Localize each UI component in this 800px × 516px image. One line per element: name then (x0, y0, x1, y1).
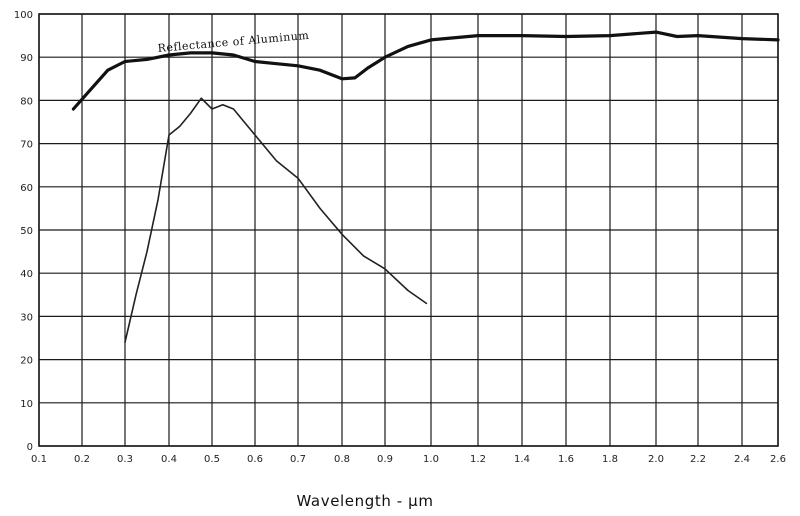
x-tick-label: 0.8 (334, 454, 350, 465)
x-tick-label: 1.6 (558, 454, 574, 465)
y-tick-label: 0 (27, 442, 33, 453)
aluminum-annotation: Reflectance of Aluminum (157, 29, 310, 55)
tick-labels: 0.1 0.2 0.3 0.4 0.5 0.6 0.7 0.8 0.9 1.0 1.2 1.4 1.6 1… (14, 10, 786, 465)
y-tick-label: 10 (20, 399, 33, 410)
aluminum-reflectance-line (71, 30, 780, 111)
y-tick-label: 30 (20, 312, 33, 323)
y-tick-label: 60 (20, 183, 33, 194)
plot-frame (38, 13, 779, 447)
grid (38, 13, 779, 447)
y-tick-label: 90 (20, 53, 33, 64)
series-lines (71, 30, 780, 344)
x-tick-label: 2.4 (734, 454, 750, 465)
x-tick-label: 0.4 (161, 454, 177, 465)
x-tick-label: 1.4 (514, 454, 530, 465)
y-tick-label: 70 (20, 140, 33, 151)
x-tick-label: 0.6 (247, 454, 263, 465)
x-tick-label: 0.3 (117, 454, 133, 465)
x-tick-label: 2.6 (770, 454, 786, 465)
y-tick-label: 100 (14, 10, 33, 21)
x-tick-label: 2.2 (690, 454, 706, 465)
x-tick-label: 0.5 (204, 454, 220, 465)
x-tick-label: 1.8 (602, 454, 618, 465)
x-tick-label: 0.9 (377, 454, 393, 465)
secondary-curve-line (124, 97, 428, 344)
x-tick-label: 2.0 (648, 454, 664, 465)
x-tick-label: 0.2 (74, 454, 90, 465)
x-tick-label: 1.0 (423, 454, 439, 465)
y-tick-label: 40 (20, 269, 33, 280)
x-tick-label: 1.2 (470, 454, 486, 465)
x-axis-label: Wavelength - μm (296, 492, 433, 510)
y-tick-label: 80 (20, 96, 33, 107)
y-tick-label: 20 (20, 356, 33, 367)
x-tick-label: 0.7 (290, 454, 306, 465)
x-tick-label: 0.1 (31, 454, 47, 465)
y-tick-label: 50 (20, 226, 33, 237)
